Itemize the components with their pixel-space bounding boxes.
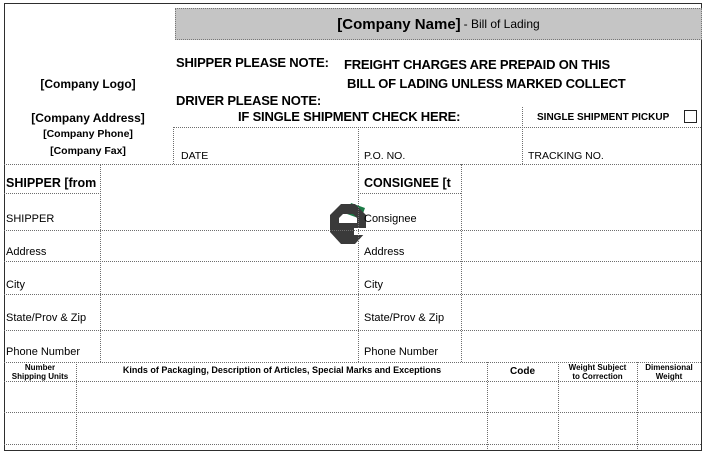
single-shipment-checkbox[interactable]	[684, 110, 697, 123]
gridline	[637, 362, 638, 449]
items-r2-dimweight-cell[interactable]	[638, 413, 700, 443]
shipper-city-input-cell[interactable]	[101, 262, 358, 293]
items-header-dimweight: Dimensional Weight	[645, 363, 693, 381]
date-label: DATE	[181, 150, 209, 162]
shipper-statezip-label: State/Prov & Zip	[6, 312, 87, 324]
items-r2-weight-cell[interactable]	[559, 413, 636, 443]
shipper-address-label: Address	[6, 246, 47, 258]
consignee-phone-label: Phone Number	[364, 346, 438, 358]
freight-note-line1: FREIGHT CHARGES ARE PREPAID ON THIS	[344, 57, 611, 72]
shipper-note-label: SHIPPER PLEASE NOTE:	[176, 55, 329, 70]
consignee-address-input-cell[interactable]	[462, 231, 700, 260]
shipper-section-title: SHIPPER [from	[6, 176, 97, 190]
shipper-statezip-input-cell[interactable]	[101, 295, 358, 329]
consignee-city-input-cell[interactable]	[462, 262, 700, 293]
gridline	[4, 164, 701, 165]
company-address-placeholder: [Company Address]	[31, 111, 145, 125]
company-name-placeholder: [Company Name]	[337, 15, 461, 33]
items-r2-description-cell[interactable]	[77, 413, 486, 443]
gridline	[358, 127, 359, 362]
items-r2-units-cell[interactable]	[5, 413, 75, 443]
company-logo-placeholder: [Company Logo]	[40, 77, 136, 91]
consignee-statezip-input-cell[interactable]	[462, 295, 700, 329]
gridline	[173, 127, 174, 164]
items-header-weight: Weight Subject to Correction	[568, 363, 627, 381]
items-header-code: Code	[510, 366, 535, 377]
items-r1-weight-cell[interactable]	[559, 382, 636, 411]
gridline	[358, 193, 461, 194]
items-header-description: Kinds of Packaging, Description of Artic…	[122, 365, 442, 375]
consignee-section-title: CONSIGNEE [t	[364, 176, 451, 190]
gridline	[4, 444, 701, 445]
consignee-name-label: Consignee	[364, 213, 417, 225]
gridline	[4, 330, 701, 331]
gridline	[4, 294, 701, 295]
e-logo-watermark-icon	[330, 203, 370, 244]
company-fax-placeholder: [Company Fax]	[50, 145, 126, 157]
items-r1-units-cell[interactable]	[5, 382, 75, 411]
gridline	[4, 261, 701, 262]
items-r1-description-cell[interactable]	[77, 382, 486, 411]
gridline	[522, 107, 523, 164]
title-bar: [Company Name] - Bill of Lading	[175, 8, 702, 40]
gridline	[100, 164, 101, 362]
gridline	[76, 362, 77, 449]
date-input-cell[interactable]	[174, 128, 358, 164]
gridline	[4, 412, 701, 413]
items-header-units: Number Shipping Units	[11, 363, 69, 381]
single-shipment-pickup-label: SINGLE SHIPMENT PICKUP	[537, 112, 670, 123]
company-phone-placeholder: [Company Phone]	[43, 128, 133, 140]
gridline	[4, 362, 701, 363]
items-r2-code-cell[interactable]	[488, 413, 557, 443]
shipper-name-label: SHIPPER	[6, 213, 55, 225]
gridline	[487, 362, 488, 449]
gridline	[461, 164, 462, 362]
gridline	[4, 193, 101, 194]
gridline	[173, 127, 701, 128]
po-number-input-cell[interactable]	[359, 128, 522, 164]
shipper-phone-input-cell[interactable]	[101, 331, 358, 361]
driver-note-label: DRIVER PLEASE NOTE:	[176, 93, 321, 108]
freight-note-line2: BILL OF LADING UNLESS MARKED COLLECT	[347, 76, 626, 91]
consignee-phone-input-cell[interactable]	[462, 331, 700, 361]
consignee-statezip-label: State/Prov & Zip	[364, 312, 445, 324]
shipper-name-input-cell[interactable]	[101, 165, 358, 229]
tracking-number-input-cell[interactable]	[523, 128, 700, 164]
shipper-address-input-cell[interactable]	[101, 231, 358, 260]
items-r1-code-cell[interactable]	[488, 382, 557, 411]
gridline	[558, 362, 559, 449]
tracking-number-label: TRACKING NO.	[528, 150, 604, 162]
items-r1-dimweight-cell[interactable]	[638, 382, 700, 411]
gridline	[4, 230, 701, 231]
gridline	[4, 381, 701, 382]
shipper-phone-label: Phone Number	[6, 346, 80, 358]
single-shipment-prompt: IF SINGLE SHIPMENT CHECK HERE:	[238, 109, 461, 124]
consignee-name-input-cell[interactable]	[462, 165, 700, 229]
shipper-city-label: City	[6, 279, 25, 291]
po-number-label: P.O. NO.	[364, 150, 406, 162]
consignee-city-label: City	[364, 279, 383, 291]
document-title: - Bill of Lading	[463, 17, 540, 31]
consignee-address-label: Address	[364, 246, 405, 258]
